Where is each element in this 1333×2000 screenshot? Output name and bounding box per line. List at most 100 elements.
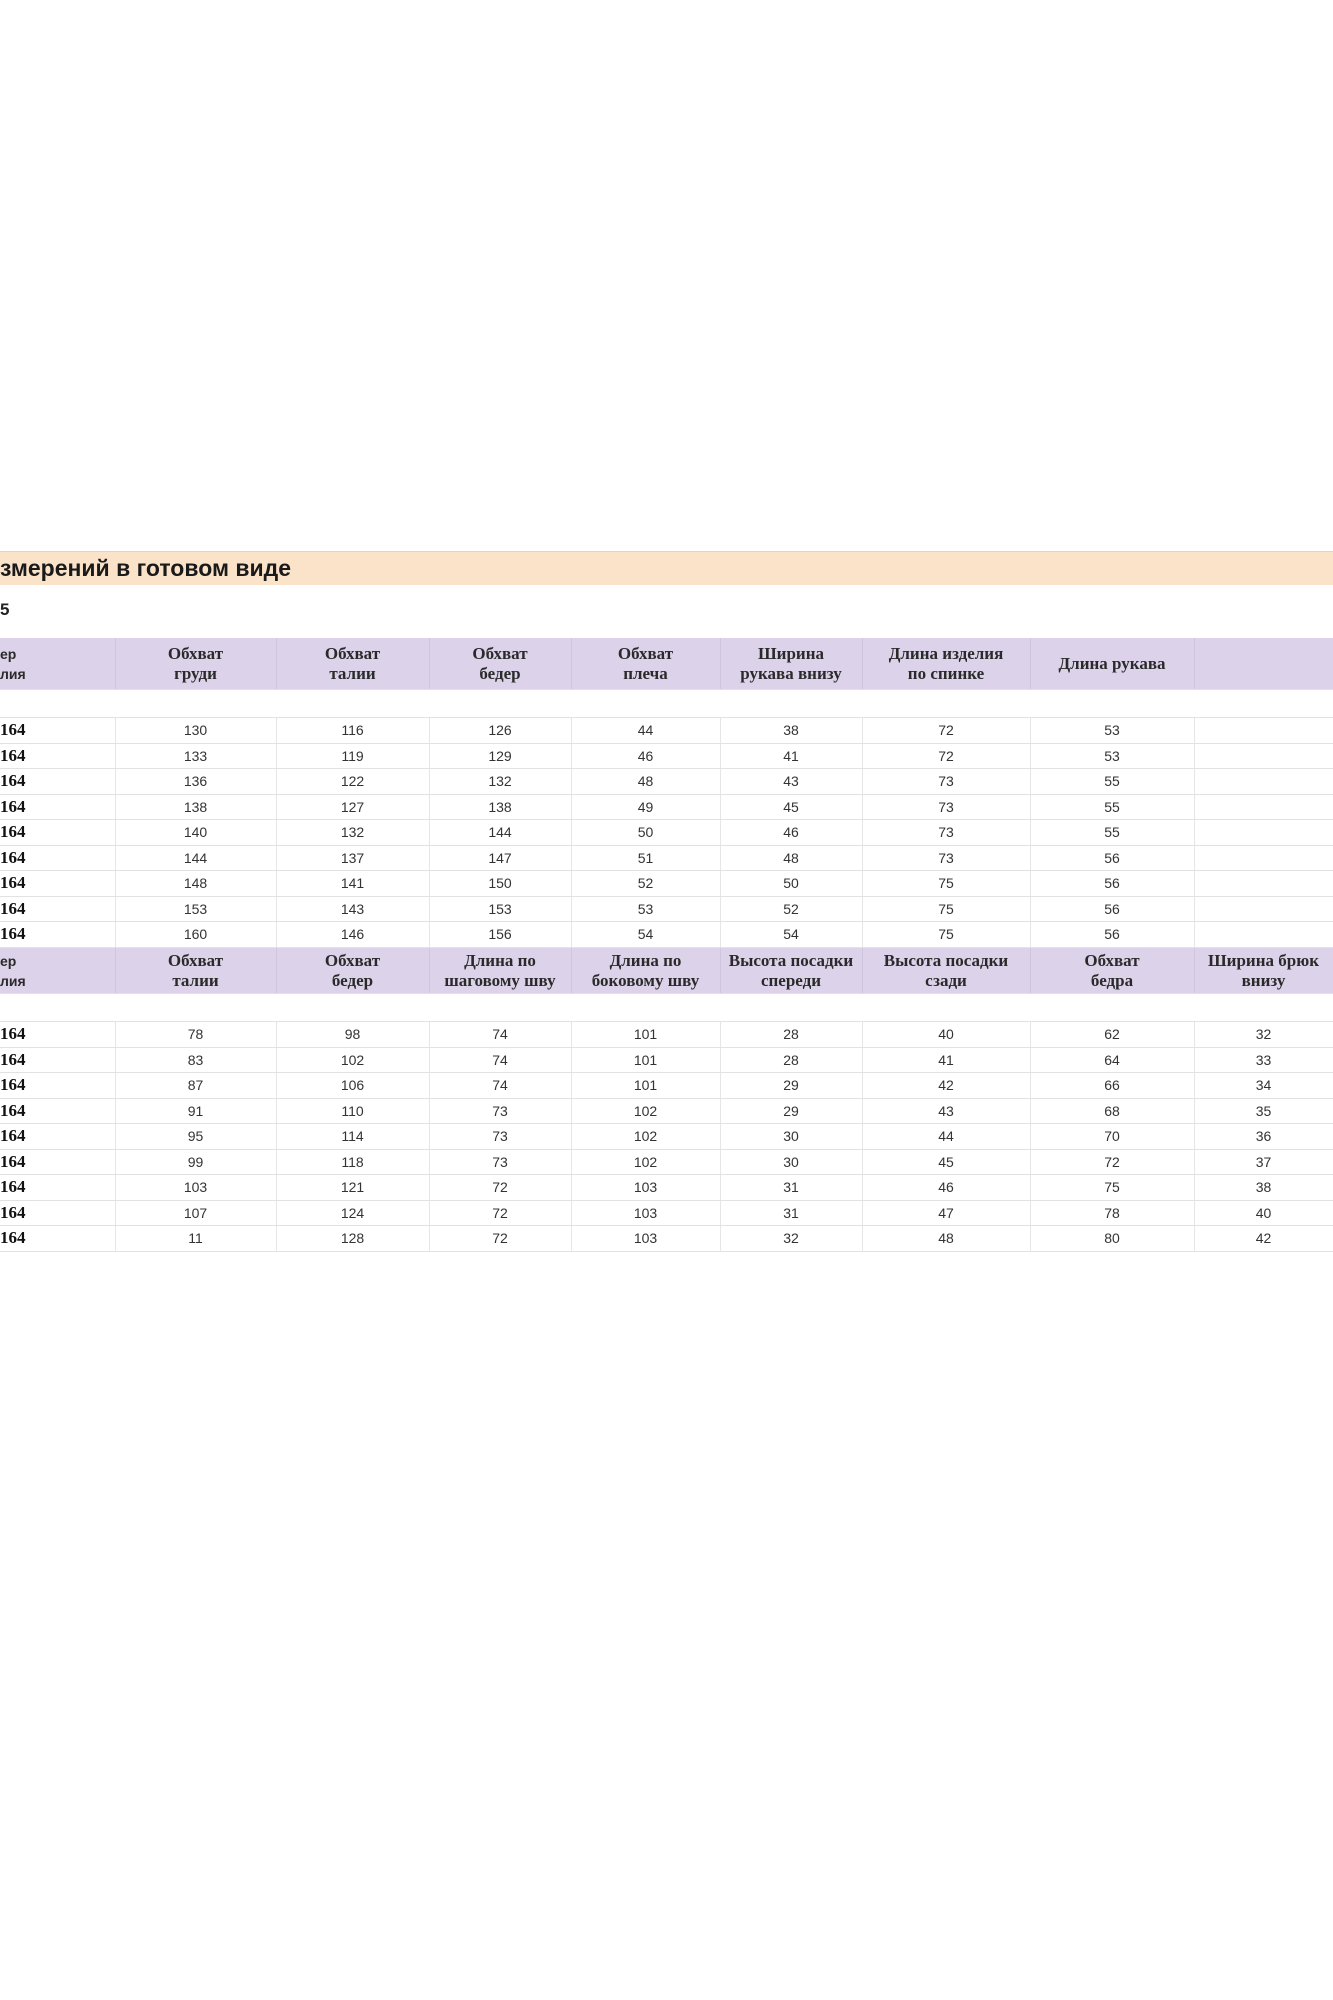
table-row: 164 148 141 150 52 50 75 56	[0, 870, 1333, 897]
value-cell: 44	[571, 717, 721, 744]
empty-cell	[720, 993, 862, 1022]
value-cell: 68	[1030, 1098, 1195, 1124]
value-cell: 34	[1194, 1072, 1333, 1099]
value-cell: 73	[862, 819, 1031, 846]
header-line: лия	[0, 665, 26, 682]
value-cell: 102	[571, 1123, 721, 1150]
table-row: 164 78 98 74 101 28 40 62 32	[0, 1021, 1333, 1048]
value-cell: 103	[571, 1225, 721, 1252]
value-cell: 43	[720, 768, 863, 795]
size-cell: 164	[0, 1047, 116, 1073]
value-cell: 101	[571, 1021, 721, 1048]
header-line: бедер	[479, 663, 521, 683]
header-line: ер	[0, 952, 17, 969]
value-cell: 48	[720, 845, 863, 871]
value-cell: 119	[276, 743, 430, 769]
header-line: лия	[0, 972, 26, 989]
header-line: сзади	[925, 970, 967, 990]
value-cell: 46	[720, 819, 863, 846]
value-cell: 80	[1030, 1225, 1195, 1252]
value-cell: 36	[1194, 1123, 1333, 1150]
value-cell: 52	[571, 870, 721, 897]
value-cell: 56	[1030, 870, 1195, 897]
header-line: Обхват	[324, 950, 381, 970]
value-cell: 73	[429, 1098, 572, 1124]
empty-cell	[720, 689, 862, 718]
column-header: Высота посадки сзади	[862, 948, 1031, 994]
value-cell: 55	[1030, 794, 1195, 820]
value-cell: 50	[720, 870, 863, 897]
title-band: змерений в готовом виде	[0, 551, 1333, 585]
value-cell: 46	[571, 743, 721, 769]
empty-cell	[571, 689, 720, 718]
table-row: 164 11 128 72 103 32 48 80 42	[0, 1225, 1333, 1252]
empty-cell	[429, 993, 571, 1022]
value-cell: 32	[1194, 1021, 1333, 1048]
value-cell: 153	[429, 896, 572, 922]
header-line: талии	[329, 663, 376, 683]
value-cell: 72	[429, 1225, 572, 1252]
header-line: Обхват	[617, 643, 674, 663]
value-cell: 45	[720, 794, 863, 820]
value-cell: 66	[1030, 1072, 1195, 1099]
header-line: бедра	[1090, 970, 1134, 990]
value-cell: 73	[429, 1149, 572, 1175]
value-cell: 87	[115, 1072, 277, 1099]
value-cell: 156	[429, 921, 572, 948]
size-cell: 164	[0, 1098, 116, 1124]
value-cell	[1194, 768, 1333, 795]
column-header: Длина по шаговому шву	[429, 948, 572, 994]
value-cell: 40	[1194, 1200, 1333, 1226]
value-cell: 54	[720, 921, 863, 948]
value-cell: 99	[115, 1149, 277, 1175]
value-cell: 132	[429, 768, 572, 795]
value-cell: 140	[115, 819, 277, 846]
value-cell: 45	[862, 1149, 1031, 1175]
value-cell: 148	[115, 870, 277, 897]
value-cell: 114	[276, 1123, 430, 1150]
header-line: спереди	[760, 970, 822, 990]
table-row: 164 130 116 126 44 38 72 53	[0, 717, 1333, 744]
header-line: бедер	[331, 970, 374, 990]
value-cell: 42	[1194, 1225, 1333, 1252]
value-cell: 122	[276, 768, 430, 795]
column-header: Обхват бедер	[276, 948, 430, 994]
value-cell: 110	[276, 1098, 430, 1124]
column-header: Обхват плеча	[571, 638, 721, 690]
table-row: 164 103 121 72 103 31 46 75 38	[0, 1174, 1333, 1201]
column-header	[1194, 638, 1333, 690]
size-cell: 164	[0, 717, 116, 744]
header-line: боковому шву	[591, 970, 700, 990]
value-cell: 42	[862, 1072, 1031, 1099]
header-line: талии	[172, 970, 219, 990]
value-cell: 98	[276, 1021, 430, 1048]
value-cell: 46	[862, 1174, 1031, 1201]
value-cell: 73	[862, 845, 1031, 871]
value-cell: 72	[429, 1200, 572, 1226]
size-cell: 164	[0, 921, 116, 948]
value-cell: 31	[720, 1174, 863, 1201]
size-cell: 164	[0, 1174, 116, 1201]
value-cell: 118	[276, 1149, 430, 1175]
value-cell	[1194, 845, 1333, 871]
column-header: Обхват бедра	[1030, 948, 1195, 994]
value-cell: 132	[276, 819, 430, 846]
value-cell: 137	[276, 845, 430, 871]
value-cell: 133	[115, 743, 277, 769]
table-row: 164 144 137 147 51 48 73 56	[0, 845, 1333, 871]
value-cell: 121	[276, 1174, 430, 1201]
empty-cell	[0, 689, 115, 718]
header-line: Ширина	[757, 643, 824, 663]
value-cell: 40	[862, 1021, 1031, 1048]
column-header: Ширина брюк внизу	[1194, 948, 1333, 994]
value-cell: 55	[1030, 819, 1195, 846]
header-line: ер	[0, 645, 17, 662]
value-cell: 43	[862, 1098, 1031, 1124]
size-cell: 164	[0, 896, 116, 922]
value-cell: 150	[429, 870, 572, 897]
value-cell	[1194, 870, 1333, 897]
size-cell: 164	[0, 1123, 116, 1150]
column-header: ер лия	[0, 638, 116, 690]
value-cell: 102	[571, 1149, 721, 1175]
value-cell: 73	[862, 768, 1031, 795]
